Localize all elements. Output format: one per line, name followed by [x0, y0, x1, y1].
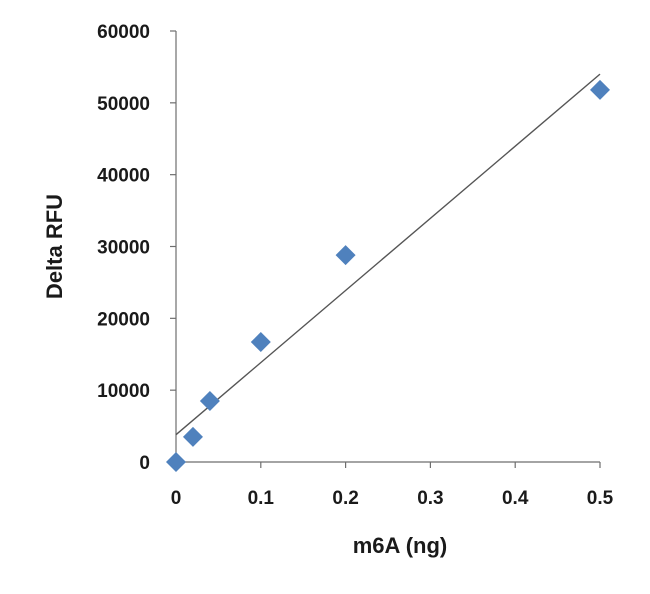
x-axis-ticks: 0 0.1 0.2 0.3 0.4 0.5 [171, 462, 614, 509]
data-point-diamond [199, 390, 220, 411]
data-point-diamond [250, 332, 271, 353]
y-tick-label: 50000 [97, 94, 150, 115]
y-tick-label: 0 [139, 453, 150, 474]
data-point-diamond [590, 79, 610, 100]
axes [175, 31, 600, 463]
data-point-diamond [166, 452, 186, 472]
y-axis-ticks: 0 10000 20000 30000 40000 50000 60000 [97, 22, 176, 474]
linear-trendline [175, 73, 601, 436]
x-tick-label: 0.5 [587, 488, 614, 509]
x-tick-label: 0.4 [502, 488, 529, 509]
x-axis-title: m6A (ng) [353, 533, 448, 558]
data-points [166, 79, 610, 472]
x-tick-label: 0.1 [248, 488, 275, 509]
x-tick-label: 0.3 [417, 488, 443, 509]
y-tick-label: 10000 [97, 381, 150, 402]
y-tick-label: 40000 [97, 166, 150, 187]
data-point-diamond [335, 245, 356, 266]
y-tick-label: 60000 [97, 22, 150, 43]
y-tick-label: 30000 [97, 238, 150, 259]
x-tick-label: 0.2 [332, 488, 358, 509]
x-tick-label: 0 [171, 488, 182, 509]
data-point-diamond [182, 426, 203, 447]
y-axis-title: Delta RFU [42, 194, 67, 299]
y-tick-label: 20000 [97, 309, 150, 330]
